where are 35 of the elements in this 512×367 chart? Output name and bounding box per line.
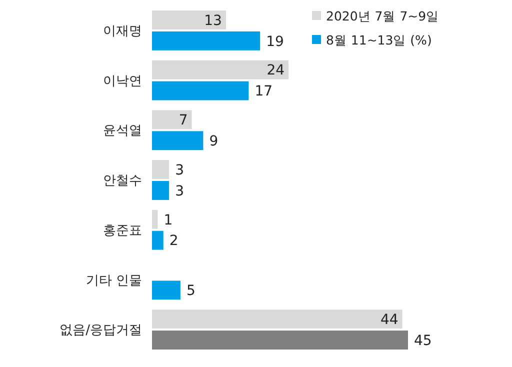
- data-label: 9: [209, 134, 218, 150]
- bar: [152, 280, 180, 300]
- data-label: 19: [266, 34, 284, 50]
- bar: [152, 330, 408, 350]
- legend-label: 8월 11~13일 (%): [326, 32, 432, 48]
- bar: [152, 210, 158, 229]
- y-tick-label: 이재명: [103, 24, 142, 39]
- y-tick-label: 홍준표: [103, 223, 142, 238]
- bar: [152, 10, 226, 30]
- bar: [152, 60, 289, 80]
- y-tick-label: 윤석열: [103, 124, 142, 139]
- data-label: 17: [254, 84, 273, 100]
- bar: [152, 131, 204, 150]
- bar: [152, 160, 170, 179]
- bar: [152, 310, 402, 329]
- data-label: 2: [169, 233, 178, 250]
- data-label: 44: [380, 312, 398, 328]
- bar: [152, 110, 192, 130]
- data-label: 3: [175, 183, 184, 200]
- data-label: 13: [204, 12, 222, 29]
- bar: [152, 230, 164, 250]
- bar: [152, 31, 260, 50]
- y-tick-label: 이낙연: [103, 74, 142, 89]
- legend-label: 2020년 7월 7~9일: [326, 8, 440, 24]
- data-label: 5: [186, 283, 196, 300]
- bar: [152, 181, 170, 200]
- bar: [152, 81, 249, 100]
- y-tick-label: 없음/응답거절: [60, 323, 142, 338]
- y-tick-label: 기타 인물: [86, 273, 142, 288]
- data-label: 7: [178, 112, 188, 129]
- y-tick-label: 안철수: [103, 174, 142, 189]
- data-label: 24: [266, 62, 285, 79]
- data-label: 3: [175, 162, 184, 178]
- data-label: 1: [164, 212, 173, 228]
- data-label: 45: [414, 332, 432, 349]
